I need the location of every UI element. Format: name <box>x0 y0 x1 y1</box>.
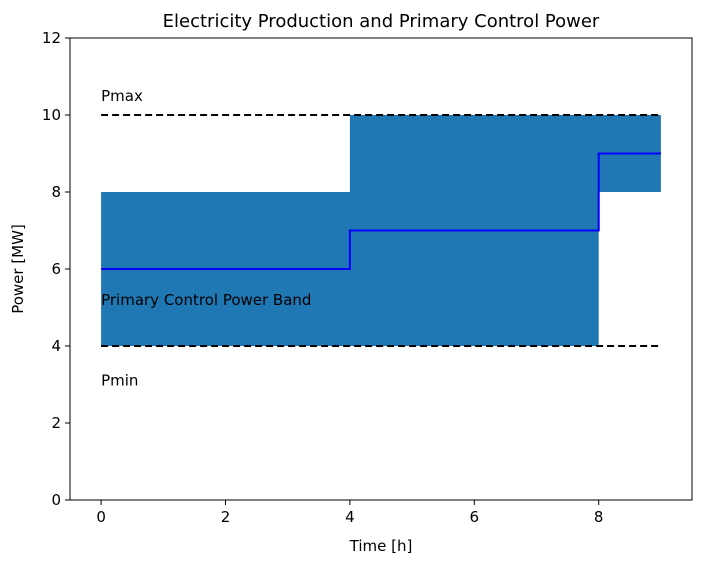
y-tick-label: 12 <box>42 29 61 47</box>
y-axis-label: Power [MW] <box>9 224 27 314</box>
annotation-1: Primary Control Power Band <box>101 291 311 309</box>
y-tick-label: 8 <box>51 183 61 201</box>
plot-area: Pmax Primary Control Power Band Pmin <box>101 87 661 390</box>
x-axis-label: Time [h] <box>349 537 413 555</box>
y-tick-label: 2 <box>51 414 61 432</box>
y-tick-label: 6 <box>51 260 61 278</box>
chart-title: Electricity Production and Primary Contr… <box>163 11 600 32</box>
reference-lines <box>101 114 661 347</box>
annotation-2: Pmin <box>101 372 138 390</box>
y-axis: 0 2 4 6 8 10 12 <box>42 29 70 509</box>
x-tick-label: 6 <box>470 508 480 526</box>
annotations: Pmax Primary Control Power Band Pmin <box>101 87 311 390</box>
y-tick-label: 0 <box>51 491 61 509</box>
x-tick-label: 4 <box>345 508 355 526</box>
x-tick-label: 8 <box>594 508 604 526</box>
x-tick-label: 0 <box>96 508 106 526</box>
production-line <box>101 152 661 270</box>
y-tick-label: 4 <box>51 337 61 355</box>
annotation-0: Pmax <box>101 87 143 105</box>
x-tick-label: 2 <box>221 508 231 526</box>
production-series <box>101 152 661 270</box>
y-tick-label: 10 <box>42 106 61 124</box>
x-axis: 0 2 4 6 8 <box>96 500 603 526</box>
